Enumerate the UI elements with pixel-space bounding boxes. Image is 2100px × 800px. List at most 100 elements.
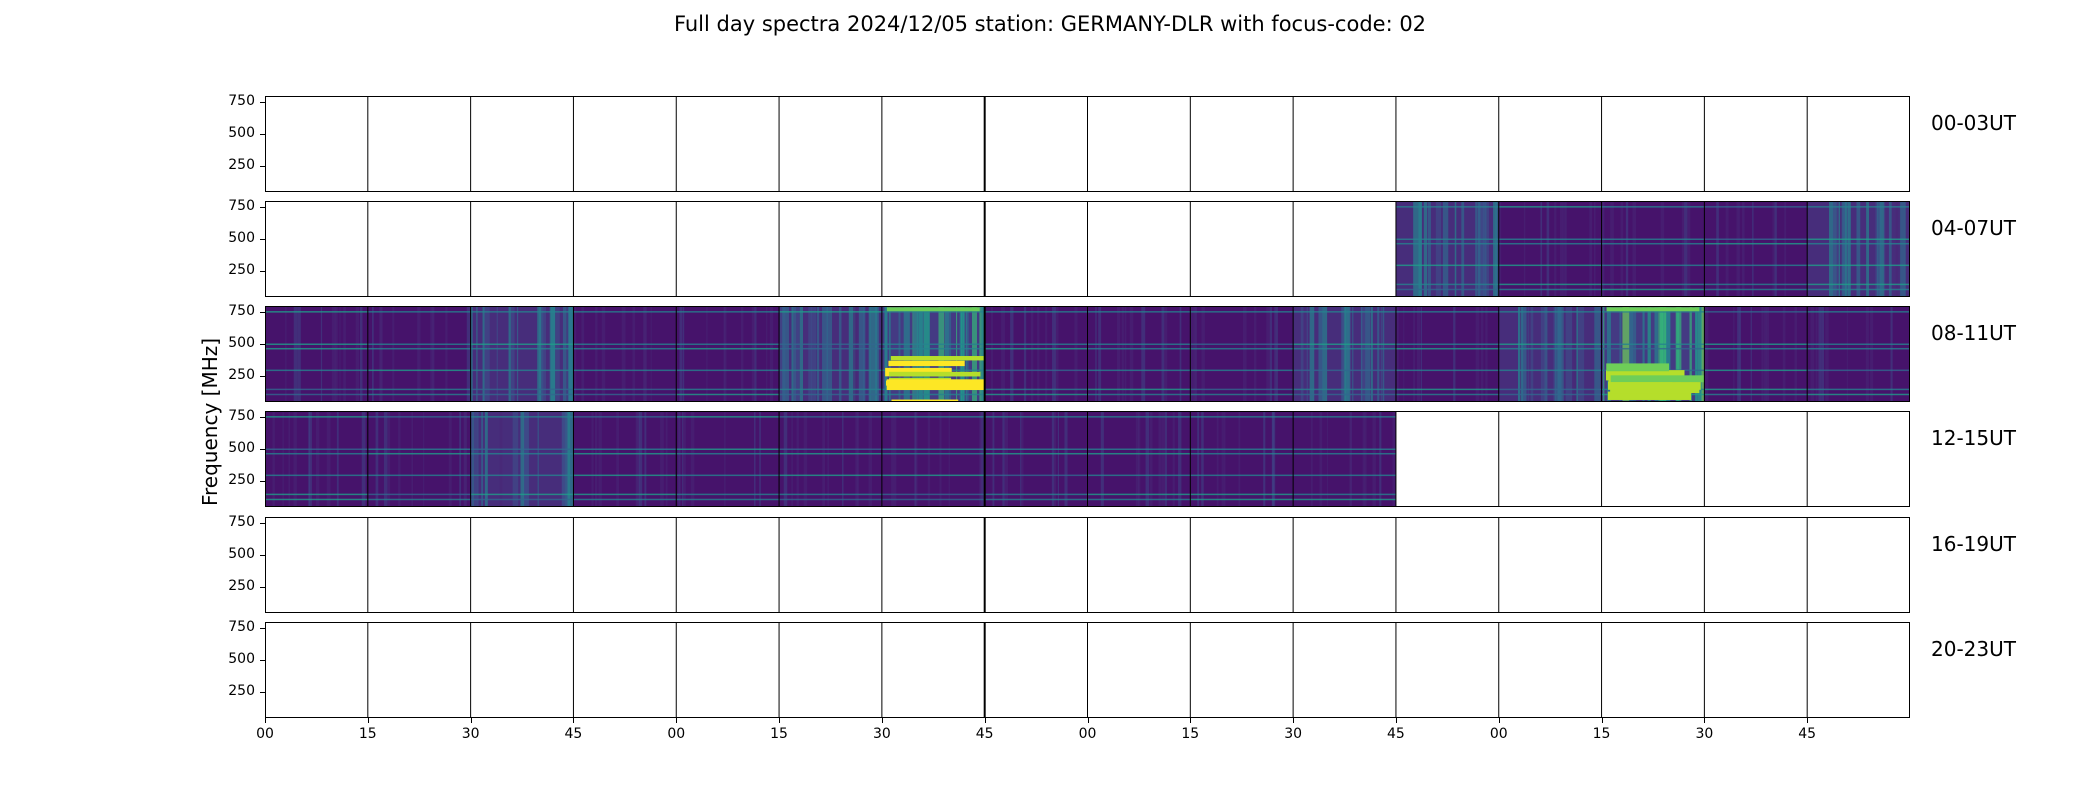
interference-line	[1087, 448, 1191, 451]
spectrum-stripe	[510, 306, 515, 402]
spectra-panel	[265, 411, 1910, 507]
spectrum-stripe	[1838, 201, 1841, 297]
spectrum-stripe	[1416, 306, 1421, 402]
interference-line	[265, 493, 368, 496]
interference-line	[1293, 347, 1396, 350]
spectrum-stripe	[1480, 201, 1486, 297]
y-tick-label: 750	[228, 408, 255, 425]
spectrum-stripe	[1499, 201, 1502, 297]
interference-line	[1704, 369, 1808, 372]
interference-line	[1498, 347, 1602, 350]
interference-line	[1498, 283, 1602, 286]
spectrum-stripe	[971, 306, 977, 402]
spectrum-stripe	[1172, 411, 1175, 507]
spectrum-stripe	[816, 306, 820, 402]
spectrum-stripe	[660, 411, 664, 507]
spectrum-stripe	[1741, 201, 1744, 297]
spectrum-stripe	[1319, 411, 1323, 507]
spectrum-stripe	[477, 411, 479, 507]
spectrum-stripe	[371, 306, 374, 402]
spectrum-stripe	[1116, 306, 1121, 402]
interference-line	[573, 416, 677, 418]
spectrum-stripe	[759, 411, 761, 507]
spectrum-stripe	[981, 411, 986, 507]
segment-background	[1704, 306, 1808, 402]
spectrum-stripe	[1420, 306, 1422, 402]
interference-line	[367, 388, 471, 391]
interference-line	[1601, 242, 1705, 245]
spectrum-stripe	[562, 306, 567, 402]
x-tick-label: 45	[564, 726, 583, 742]
x-tick	[1807, 718, 1809, 723]
x-tick-label: 15	[1181, 726, 1200, 742]
spectrum-stripe	[1095, 306, 1097, 402]
segment-background	[984, 306, 1088, 402]
spectrum-stripe	[1763, 306, 1767, 402]
spectrum-segment	[1704, 306, 1808, 402]
spectra-panel	[265, 201, 1910, 297]
spectrum-stripe	[574, 306, 577, 402]
spectrum-stripe	[616, 411, 620, 507]
spectrum-stripe	[1037, 306, 1040, 402]
interference-line	[1087, 452, 1191, 455]
spectrum-stripe	[1223, 411, 1226, 507]
interference-line	[470, 393, 574, 396]
y-tick-label: 750	[228, 198, 255, 215]
spectrum-stripe	[315, 411, 320, 507]
spectrum-stripe	[1349, 411, 1353, 507]
segment-background	[573, 411, 677, 507]
spectrum-stripe	[1737, 306, 1740, 402]
emission-band	[888, 371, 981, 377]
interference-line	[1395, 242, 1499, 245]
spectrum-stripe	[724, 306, 726, 402]
interference-line	[265, 369, 368, 372]
spectrum-stripe	[754, 306, 757, 402]
spectrum-stripe	[916, 306, 924, 402]
interference-line	[1704, 242, 1808, 245]
spectrum-stripe	[1306, 306, 1308, 402]
interference-line	[573, 393, 677, 396]
spectrum-stripe	[484, 411, 488, 507]
spectrum-stripe	[1179, 306, 1182, 402]
spectrum-stripe	[1865, 306, 1869, 402]
interference-line	[1190, 448, 1294, 451]
spectrum-segment	[1190, 306, 1294, 402]
spectrum-stripe	[1815, 306, 1818, 402]
interference-line	[779, 311, 882, 313]
spectrum-stripe	[1360, 306, 1363, 402]
interference-line	[573, 448, 677, 451]
spectrum-stripe	[320, 306, 323, 402]
interference-line	[367, 493, 471, 496]
spectrum-stripe	[1573, 306, 1579, 402]
spectrum-stripe	[1242, 306, 1247, 402]
spectrum-stripe	[568, 306, 575, 402]
y-tick	[260, 586, 265, 588]
spectrum-stripe	[1309, 306, 1315, 402]
spectrum-stripe	[853, 306, 858, 402]
spectrum-stripe	[1064, 411, 1068, 507]
interference-line	[1704, 347, 1808, 350]
spectrum-stripe	[635, 411, 639, 507]
spectrum-stripe	[766, 306, 768, 402]
spectrum-stripe	[1557, 306, 1564, 402]
interference-line	[470, 343, 574, 346]
interference-line	[1293, 452, 1396, 455]
spectrum-segment	[984, 306, 1088, 402]
y-tick	[260, 102, 265, 104]
spectrum-segment	[984, 411, 1088, 507]
segment-background	[676, 306, 780, 402]
segment-background	[1498, 201, 1602, 297]
spectrum-stripe	[992, 411, 995, 507]
interference-line	[1190, 416, 1294, 418]
interference-line	[573, 388, 677, 391]
x-tick-label: 15	[1592, 726, 1611, 742]
interference-line	[1807, 369, 1910, 372]
spectrum-stripe	[1540, 306, 1548, 402]
spectrum-stripe	[751, 306, 756, 402]
spectrum-stripe	[1879, 201, 1884, 297]
spectrum-stripe	[1610, 201, 1614, 297]
spectrum-stripe	[508, 306, 511, 402]
interference-line	[881, 498, 985, 501]
spectrum-stripe	[1372, 411, 1376, 507]
